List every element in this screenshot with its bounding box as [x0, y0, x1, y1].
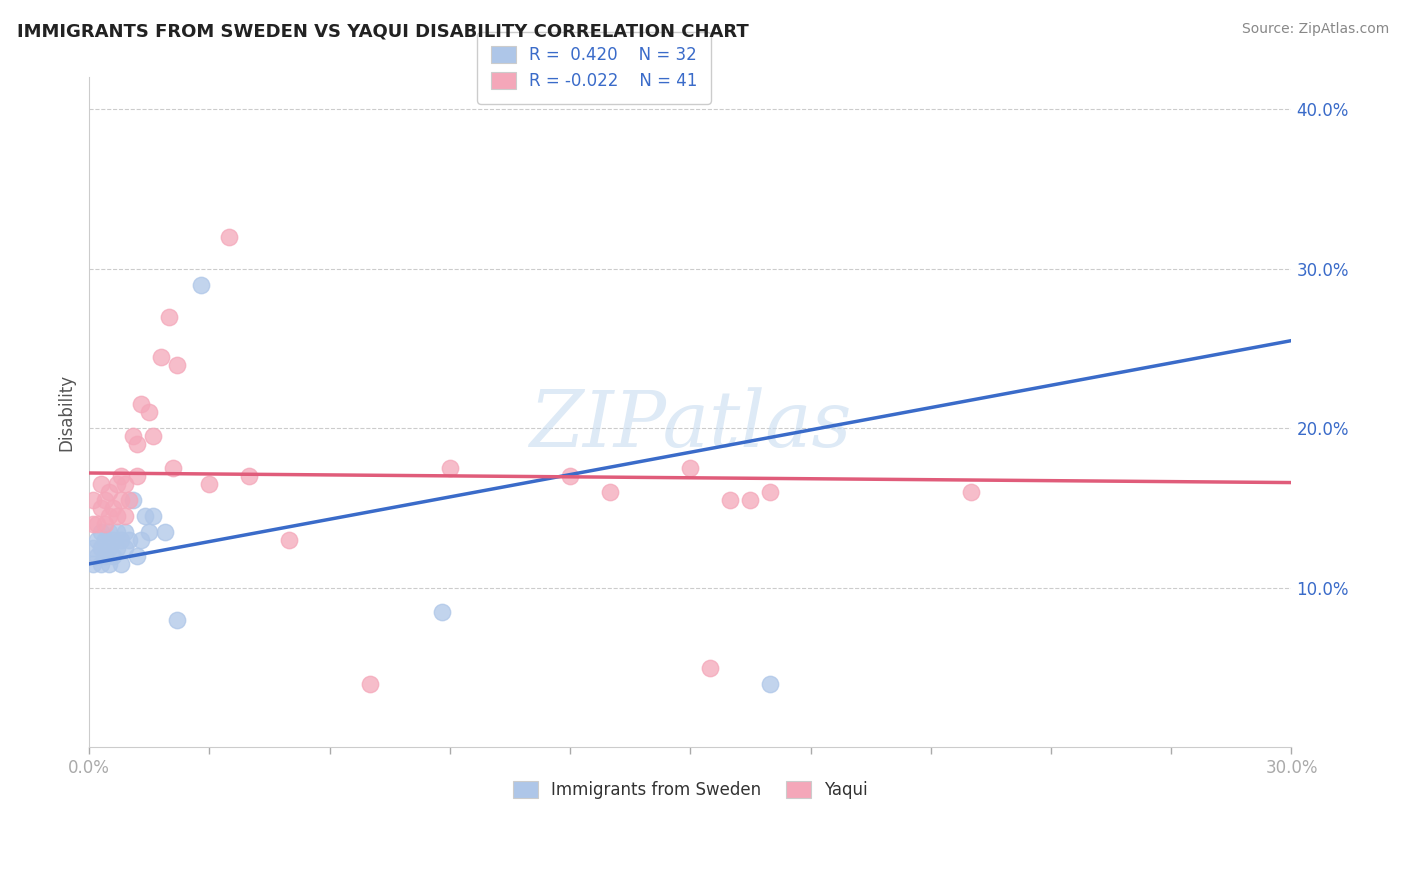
Point: [86, 549, 108, 563]
Point: [142, 509, 165, 524]
Point: [98, 485, 121, 500]
Point: [740, 493, 762, 508]
Point: [105, 524, 128, 539]
Point: [759, 485, 782, 500]
Point: [114, 541, 136, 555]
Point: [359, 676, 381, 690]
Point: [110, 557, 132, 571]
Point: [430, 605, 453, 619]
Point: [98, 557, 121, 571]
Point: [82, 493, 104, 508]
Point: [114, 509, 136, 524]
Point: [127, 549, 149, 563]
Point: [157, 310, 180, 324]
Point: [82, 516, 104, 531]
Point: [129, 397, 152, 411]
Point: [218, 230, 240, 244]
Point: [94, 493, 117, 508]
Point: [90, 477, 112, 491]
Point: [718, 493, 741, 508]
Point: [82, 541, 104, 555]
Point: [129, 533, 152, 547]
Point: [118, 533, 141, 547]
Legend: Immigrants from Sweden, Yaqui: Immigrants from Sweden, Yaqui: [499, 768, 882, 813]
Point: [82, 557, 104, 571]
Point: [101, 533, 124, 547]
Point: [105, 541, 128, 555]
Point: [142, 429, 165, 443]
Point: [679, 461, 702, 475]
Point: [138, 405, 160, 419]
Point: [558, 469, 581, 483]
Text: IMMIGRANTS FROM SWEDEN VS YAQUI DISABILITY CORRELATION CHART: IMMIGRANTS FROM SWEDEN VS YAQUI DISABILI…: [17, 22, 748, 40]
Point: [278, 533, 301, 547]
Point: [94, 516, 117, 531]
Y-axis label: Disability: Disability: [58, 374, 75, 451]
Point: [150, 350, 173, 364]
Point: [114, 524, 136, 539]
Point: [759, 676, 782, 690]
Text: Source: ZipAtlas.com: Source: ZipAtlas.com: [1241, 22, 1389, 37]
Point: [86, 516, 108, 531]
Point: [190, 277, 212, 292]
Point: [110, 533, 132, 547]
Point: [86, 533, 108, 547]
Point: [166, 358, 188, 372]
Point: [138, 524, 160, 539]
Point: [122, 429, 145, 443]
Point: [959, 485, 981, 500]
Point: [98, 524, 121, 539]
Point: [599, 485, 621, 500]
Point: [105, 509, 128, 524]
Point: [90, 501, 112, 516]
Point: [101, 549, 124, 563]
Text: ZIPatlas: ZIPatlas: [529, 388, 852, 464]
Point: [122, 493, 145, 508]
Point: [198, 477, 221, 491]
Point: [162, 461, 184, 475]
Point: [439, 461, 461, 475]
Point: [101, 501, 124, 516]
Point: [166, 613, 188, 627]
Point: [127, 469, 149, 483]
Point: [105, 477, 128, 491]
Point: [155, 524, 177, 539]
Point: [238, 469, 260, 483]
Point: [98, 509, 121, 524]
Point: [98, 541, 121, 555]
Point: [110, 493, 132, 508]
Point: [118, 493, 141, 508]
Point: [134, 509, 156, 524]
Point: [110, 469, 132, 483]
Point: [699, 660, 721, 674]
Point: [94, 533, 117, 547]
Point: [114, 477, 136, 491]
Point: [94, 549, 117, 563]
Point: [90, 541, 112, 555]
Point: [127, 437, 149, 451]
Point: [90, 524, 112, 539]
Point: [90, 557, 112, 571]
